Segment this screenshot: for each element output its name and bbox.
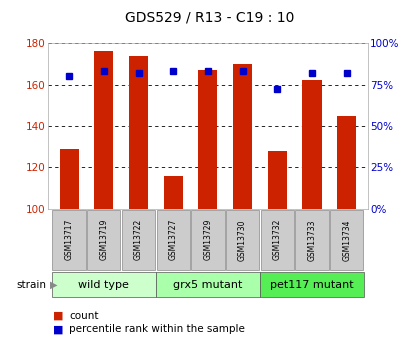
Text: GSM13733: GSM13733 bbox=[307, 219, 317, 260]
Text: GSM13717: GSM13717 bbox=[65, 219, 73, 260]
Bar bbox=[302, 80, 322, 209]
FancyBboxPatch shape bbox=[191, 210, 225, 269]
Text: GSM13730: GSM13730 bbox=[238, 219, 247, 260]
Text: GSM13734: GSM13734 bbox=[342, 219, 351, 260]
Text: GSM13727: GSM13727 bbox=[169, 219, 178, 260]
Bar bbox=[60, 149, 79, 209]
Bar bbox=[337, 116, 356, 209]
Text: GSM13719: GSM13719 bbox=[99, 219, 108, 260]
Bar bbox=[233, 64, 252, 209]
Text: percentile rank within the sample: percentile rank within the sample bbox=[69, 325, 245, 334]
FancyBboxPatch shape bbox=[87, 210, 121, 269]
Bar bbox=[164, 176, 183, 209]
Bar bbox=[198, 70, 218, 209]
Text: pet117 mutant: pet117 mutant bbox=[270, 280, 354, 289]
Text: GSM13722: GSM13722 bbox=[134, 219, 143, 260]
FancyBboxPatch shape bbox=[52, 210, 86, 269]
Bar bbox=[129, 56, 148, 209]
Text: ▶: ▶ bbox=[50, 280, 58, 289]
FancyBboxPatch shape bbox=[156, 272, 260, 297]
Text: grx5 mutant: grx5 mutant bbox=[173, 280, 243, 289]
FancyBboxPatch shape bbox=[157, 210, 190, 269]
FancyBboxPatch shape bbox=[261, 210, 294, 269]
Text: GSM13732: GSM13732 bbox=[273, 219, 282, 260]
Text: ■: ■ bbox=[52, 311, 63, 321]
Text: wild type: wild type bbox=[79, 280, 129, 289]
Bar bbox=[268, 151, 287, 209]
Text: count: count bbox=[69, 311, 99, 321]
Bar bbox=[94, 51, 113, 209]
FancyBboxPatch shape bbox=[330, 210, 363, 269]
Text: GSM13729: GSM13729 bbox=[203, 219, 213, 260]
FancyBboxPatch shape bbox=[122, 210, 155, 269]
FancyBboxPatch shape bbox=[52, 272, 155, 297]
FancyBboxPatch shape bbox=[295, 210, 328, 269]
Text: ■: ■ bbox=[52, 325, 63, 334]
FancyBboxPatch shape bbox=[226, 210, 259, 269]
FancyBboxPatch shape bbox=[260, 272, 364, 297]
Text: strain: strain bbox=[16, 280, 46, 289]
Text: GDS529 / R13 - C19 : 10: GDS529 / R13 - C19 : 10 bbox=[125, 10, 295, 24]
